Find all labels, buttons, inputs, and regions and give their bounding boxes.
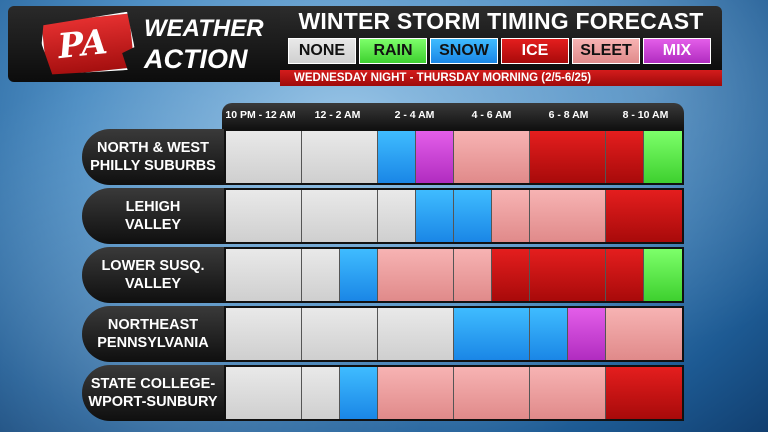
precip-cell-none: [226, 131, 302, 183]
region-name: LEHIGH VALLEY: [124, 199, 182, 233]
precip-cell-snow: [530, 308, 568, 360]
precip-cell-none: [302, 190, 378, 242]
precip-cell-snow: [378, 131, 416, 183]
time-slot-header: 2 - 4 AM: [394, 109, 435, 121]
timeline-cells: [224, 129, 684, 185]
precip-cell-none: [226, 249, 302, 301]
precip-cell-ice: [606, 367, 682, 419]
precip-cell-snow: [416, 190, 454, 242]
precip-cell-ice: [492, 249, 530, 301]
precip-cell-none: [302, 131, 378, 183]
time-slot-header: 4 - 6 AM: [471, 109, 512, 121]
precip-cell-ice: [530, 249, 606, 301]
precip-cell-none: [378, 190, 416, 242]
region-row: LOWER SUSQ. VALLEY: [82, 247, 684, 303]
brand-wordmark: WEATHER ACTION: [144, 14, 274, 74]
precip-cell-snow: [340, 249, 378, 301]
time-column-header: 10 PM - 12 AM 12 - 2 AM 2 - 4 AM 4 - 6 AM 6 …: [222, 103, 684, 129]
precip-cell-sleet: [530, 367, 606, 419]
title-panel: WINTER STORM TIMING FORECAST NONE RAIN SNO…: [280, 6, 722, 70]
precip-cell-ice: [606, 249, 644, 301]
header: PA WEATHER ACTION WINTER STORM TIMING FO…: [8, 6, 722, 86]
brand-line-2: ACTION: [144, 44, 248, 74]
time-slot-header: 12 - 2 AM: [314, 109, 361, 121]
legend-rain: RAIN: [359, 38, 427, 64]
precip-cell-sleet: [454, 131, 530, 183]
legend: NONE RAIN SNOW ICE SLEET MIX: [288, 38, 711, 64]
precip-cell-mix: [416, 131, 454, 183]
precip-cell-sleet: [492, 190, 530, 242]
precip-cell-sleet: [454, 249, 492, 301]
precip-cell-mix: [568, 308, 606, 360]
region-label: NORTHEAST PENNSYLVANIA: [82, 306, 224, 362]
precip-cell-snow: [340, 367, 378, 419]
timeline-cells: [224, 365, 684, 421]
time-slot-header: 10 PM - 12 AM: [225, 109, 296, 121]
legend-ice: ICE: [501, 38, 569, 64]
precip-cell-sleet: [530, 190, 606, 242]
precip-cell-snow: [454, 308, 530, 360]
precip-cell-sleet: [454, 367, 530, 419]
precip-cell-ice: [606, 131, 644, 183]
precip-cell-none: [302, 249, 340, 301]
precip-cell-ice: [606, 190, 682, 242]
legend-sleet: SLEET: [572, 38, 640, 64]
time-slot-header: 8 - 10 AM: [622, 109, 669, 121]
precip-cell-none: [226, 190, 302, 242]
region-label: LEHIGH VALLEY: [82, 188, 224, 244]
precip-cell-none: [226, 367, 302, 419]
brand-line-1: WEATHER: [144, 15, 264, 42]
timeline-cells: [224, 306, 684, 362]
precip-cell-none: [378, 308, 454, 360]
page-title: WINTER STORM TIMING FORECAST: [298, 8, 704, 34]
region-name: NORTH & WEST PHILLY SUBURBS: [90, 140, 216, 174]
timeline-cells: [224, 247, 684, 303]
precip-cell-rain: [644, 131, 682, 183]
time-slot-header: 6 - 8 AM: [548, 109, 589, 121]
date-subtitle: WEDNESDAY NIGHT - THURSDAY MORNING (2/5-…: [280, 70, 722, 86]
region-name: NORTHEAST PENNSYLVANIA: [97, 317, 209, 351]
region-label: LOWER SUSQ. VALLEY: [82, 247, 224, 303]
precip-cell-sleet: [378, 249, 454, 301]
region-name: STATE COLLEGE- WPORT-SUNBURY: [88, 376, 218, 410]
region-name: LOWER SUSQ. VALLEY: [101, 258, 205, 292]
precip-cell-ice: [530, 131, 606, 183]
region-label: NORTH & WEST PHILLY SUBURBS: [82, 129, 224, 185]
region-label: STATE COLLEGE- WPORT-SUNBURY: [82, 365, 224, 421]
region-row: NORTHEAST PENNSYLVANIA: [82, 306, 684, 362]
precip-cell-none: [302, 367, 340, 419]
badge-text: PA: [55, 22, 110, 68]
precip-cell-sleet: [378, 367, 454, 419]
timeline-cells: [224, 188, 684, 244]
region-row: NORTH & WEST PHILLY SUBURBS: [82, 129, 684, 185]
legend-none: NONE: [288, 38, 356, 64]
pa-state-badge: PA: [39, 11, 137, 78]
region-row: LEHIGH VALLEY: [82, 188, 684, 244]
brand-logo: PA WEATHER ACTION: [8, 6, 280, 82]
precip-cell-none: [302, 308, 378, 360]
precip-cell-snow: [454, 190, 492, 242]
precip-cell-rain: [644, 249, 682, 301]
legend-mix: MIX: [643, 38, 711, 64]
legend-snow: SNOW: [430, 38, 498, 64]
precip-cell-sleet: [606, 308, 682, 360]
region-row: STATE COLLEGE- WPORT-SUNBURY: [82, 365, 684, 421]
precip-cell-none: [226, 308, 302, 360]
